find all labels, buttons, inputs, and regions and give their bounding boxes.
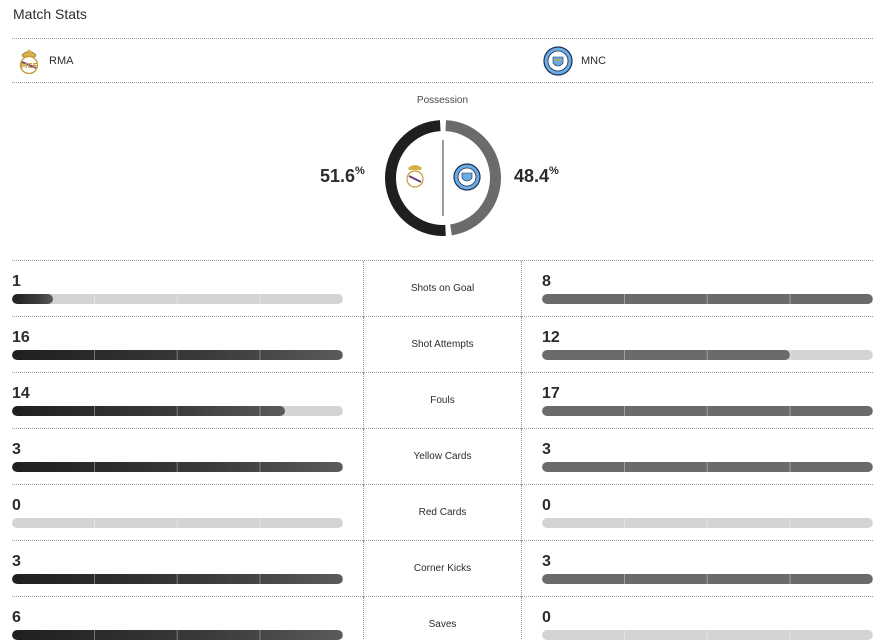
teams-header: MCF RMA MNC: [12, 38, 873, 83]
stat-label: Yellow Cards: [413, 451, 472, 462]
stat-label: Red Cards: [418, 507, 467, 518]
home-stat-bar: [12, 518, 343, 528]
away-team-abbr: MNC: [581, 55, 607, 67]
stat-label-cell: Fouls: [363, 373, 522, 429]
stat-label: Shot Attempts: [411, 339, 474, 350]
stat-row: 1 Shots on Goal 8: [12, 260, 873, 317]
home-crest-small-icon: [406, 165, 424, 188]
away-stat-bar-fill: [542, 406, 873, 416]
stat-label-cell: Corner Kicks: [363, 541, 522, 597]
svg-text:MCF: MCF: [21, 62, 38, 70]
home-stat-bar: [12, 574, 343, 584]
away-team[interactable]: MNC: [543, 45, 606, 77]
home-stat-bar: [12, 462, 343, 472]
home-possession-value: 51.6%: [320, 165, 365, 186]
away-stat-bar: [542, 350, 873, 360]
away-stat-value: 0: [542, 497, 551, 514]
stat-label: Saves: [428, 619, 457, 630]
away-stat-value: 0: [542, 609, 551, 626]
away-stat-bar-fill: [542, 574, 873, 584]
away-crest-small-icon: [453, 163, 481, 191]
possession-label: Possession: [416, 95, 469, 106]
stat-label-cell: Red Cards: [363, 485, 522, 541]
away-stat-value: 8: [542, 273, 551, 290]
home-stat-value: 3: [12, 441, 21, 458]
bar-ticks: [12, 518, 343, 528]
stat-row: 3 Corner Kicks 3: [12, 540, 873, 597]
home-stat-bar-fill: [12, 350, 343, 360]
away-stat-bar-fill: [542, 462, 873, 472]
stat-row: 16 Shot Attempts 12: [12, 316, 873, 373]
home-stat-bar-fill: [12, 630, 343, 640]
home-team[interactable]: MCF RMA: [17, 45, 73, 77]
possession-section: Possession 51.6% 48.4%: [0, 90, 880, 250]
away-stat-value: 3: [542, 553, 551, 570]
away-stat-bar: [542, 630, 873, 640]
away-stat-bar-fill: [542, 294, 873, 304]
away-stat-value: 17: [542, 385, 560, 402]
away-stat-bar: [542, 294, 873, 304]
stat-row: 6 Saves 0: [12, 596, 873, 640]
stat-label-cell: Yellow Cards: [363, 429, 522, 485]
manchester-city-crest-icon: [543, 46, 573, 76]
stat-label-cell: Saves: [363, 597, 522, 640]
away-possession-value: 48.4%: [514, 165, 559, 186]
away-stat-bar: [542, 518, 873, 528]
home-stat-bar-fill: [12, 406, 285, 416]
home-team-abbr: RMA: [49, 55, 74, 67]
home-stat-bar: [12, 406, 343, 416]
stat-label: Shots on Goal: [410, 283, 475, 294]
away-stat-value: 12: [542, 329, 560, 346]
stat-row: 0 Red Cards 0: [12, 484, 873, 541]
away-stat-value: 3: [542, 441, 551, 458]
home-stat-bar-fill: [12, 294, 54, 304]
home-stat-bar: [12, 294, 343, 304]
away-possession-arc: [445, 120, 501, 236]
home-stat-bar-fill: [12, 574, 343, 584]
bar-ticks: [542, 630, 873, 640]
stat-label-cell: Shots on Goal: [363, 261, 522, 317]
away-stat-bar: [542, 574, 873, 584]
stat-label: Fouls: [430, 395, 455, 406]
away-stat-bar: [542, 406, 873, 416]
home-stat-bar: [12, 630, 343, 640]
home-stat-bar: [12, 350, 343, 360]
away-possession-unit: %: [549, 165, 559, 177]
bar-ticks: [12, 294, 343, 304]
match-stats-title: Match Stats: [13, 6, 87, 22]
home-stat-value: 0: [12, 497, 21, 514]
stat-label: Corner Kicks: [413, 563, 472, 574]
bar-ticks: [542, 518, 873, 528]
home-stat-value: 16: [12, 329, 30, 346]
real-madrid-crest-icon: MCF: [19, 49, 39, 75]
home-stat-value: 6: [12, 609, 21, 626]
away-stat-bar-fill: [542, 350, 791, 360]
stat-row: 3 Yellow Cards 3: [12, 428, 873, 485]
possession-donut-chart: [385, 120, 501, 236]
away-stat-bar: [542, 462, 873, 472]
stats-table: 1 Shots on Goal 8 16 Shot Attempts 12 14 Fouls 1…: [12, 260, 873, 640]
home-stat-bar-fill: [12, 462, 343, 472]
home-possession-unit: %: [355, 165, 365, 177]
home-stat-value: 1: [12, 273, 21, 290]
home-possession-arc: [385, 120, 446, 236]
home-stat-value: 14: [12, 385, 30, 402]
home-stat-value: 3: [12, 553, 21, 570]
stat-label-cell: Shot Attempts: [363, 317, 522, 373]
stat-row: 14 Fouls 17: [12, 372, 873, 429]
